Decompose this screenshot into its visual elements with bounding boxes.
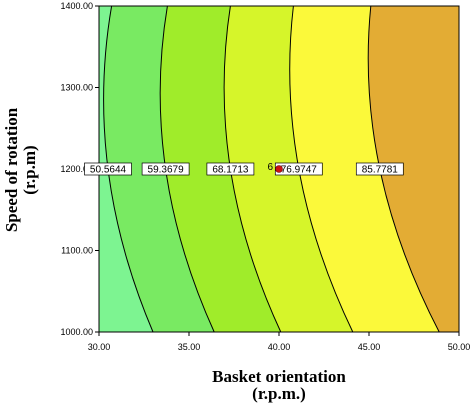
x-tick-label: 45.00 (358, 342, 381, 352)
x-tick-label: 35.00 (178, 342, 201, 352)
y-tick-label: 1000.00 (60, 327, 93, 337)
y-axis-title-line1: Speed of rotation (2, 107, 21, 232)
region-5 (368, 6, 459, 332)
x-tick-label: 40.00 (268, 342, 291, 352)
design-point: 6 (267, 162, 283, 173)
y-tick-label: 1300.00 (60, 83, 93, 93)
contour-label-text: 68.1713 (212, 165, 249, 176)
contour-label-box (206, 162, 255, 176)
contour-label: 59.3679 (141, 162, 190, 176)
contour-label-box (355, 162, 404, 176)
contour-labels: 50.5644 59.3679 68.1713 76.9747 85.7781 (84, 162, 404, 176)
design-point-label: 6 (267, 162, 273, 173)
x-tick-label: 30.00 (88, 342, 111, 352)
contour-label-box (84, 162, 132, 176)
contour-label: 50.5644 (84, 162, 132, 176)
design-point-marker (275, 165, 283, 173)
contour-label-text: 85.7781 (362, 165, 399, 176)
x-axis-title-line1: Basket orientation (212, 367, 346, 386)
axis-ticks: 30.00 35.00 40.00 45.00 50.00 1000.00 1100.00 1… (60, 1, 470, 352)
contour-label-text: 76.9747 (281, 165, 318, 176)
contour-label-text: 59.3679 (148, 165, 185, 176)
x-axis-title-line2: (r.p.m.) (252, 384, 306, 403)
y-tick-label: 1400.00 (60, 1, 93, 11)
y-tick-label: 1100.00 (61, 246, 93, 256)
contour-label: 68.1713 (206, 162, 255, 176)
y-axis-title-line2: (r.p.m) (20, 145, 39, 194)
y-tick-label: 1200.00 (60, 164, 93, 174)
x-tick-label: 50.00 (448, 342, 471, 352)
contour-label: 85.7781 (355, 162, 404, 176)
contour-label-box (141, 162, 190, 176)
contour-label-text: 50.5644 (90, 165, 127, 176)
contour-label: 76.9747 (274, 162, 323, 176)
